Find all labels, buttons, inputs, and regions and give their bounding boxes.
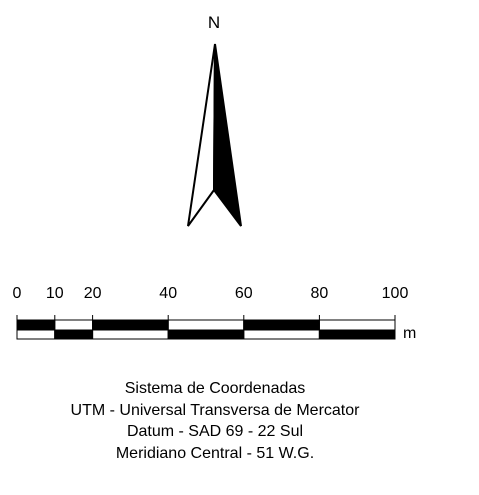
scale-tick-labels: 0 10 20 40 60 80 100	[13, 285, 409, 302]
scale-segment	[167, 319, 245, 331]
scale-segment	[16, 329, 56, 340]
scale-segment	[243, 329, 320, 340]
north-arrow-right-half	[212, 43, 242, 227]
scale-tick-label: 80	[311, 285, 329, 302]
scale-segments	[16, 315, 396, 340]
scale-tick-label: 20	[84, 285, 102, 302]
scale-tick-label: 10	[46, 285, 64, 302]
scale-bar: 0 10 20 40 60 80 100 m	[13, 285, 417, 342]
scale-segment	[16, 319, 56, 331]
scale-segment	[54, 329, 94, 340]
scale-segment	[92, 319, 169, 331]
scale-segment	[318, 329, 396, 340]
scale-tick-label: 0	[13, 285, 22, 302]
scale-segment	[92, 329, 169, 340]
legend-line-meridian: Meridiano Central - 51 W.G.	[115, 444, 315, 462]
coordinate-system-legend: Sistema de Coordenadas UTM - Universal T…	[0, 378, 430, 464]
legend-line-projection: UTM - Universal Transversa de Mercator	[70, 401, 360, 419]
scale-unit-label: m	[403, 325, 416, 342]
legend-line-system: Sistema de Coordenadas	[124, 380, 306, 397]
scale-tick-label: 100	[382, 285, 409, 302]
legend-line-datum: Datum - SAD 69 - 22 Sul	[126, 423, 304, 440]
north-arrow-left-half	[187, 43, 216, 227]
scale-segment	[167, 329, 245, 340]
scale-tick-label: 40	[159, 285, 177, 302]
scale-tick-label: 60	[235, 285, 253, 302]
scale-segment	[54, 319, 94, 331]
north-label: N	[207, 13, 221, 32]
scale-segment	[318, 319, 396, 331]
north-arrow-icon	[187, 43, 242, 227]
scale-segment	[243, 319, 320, 331]
